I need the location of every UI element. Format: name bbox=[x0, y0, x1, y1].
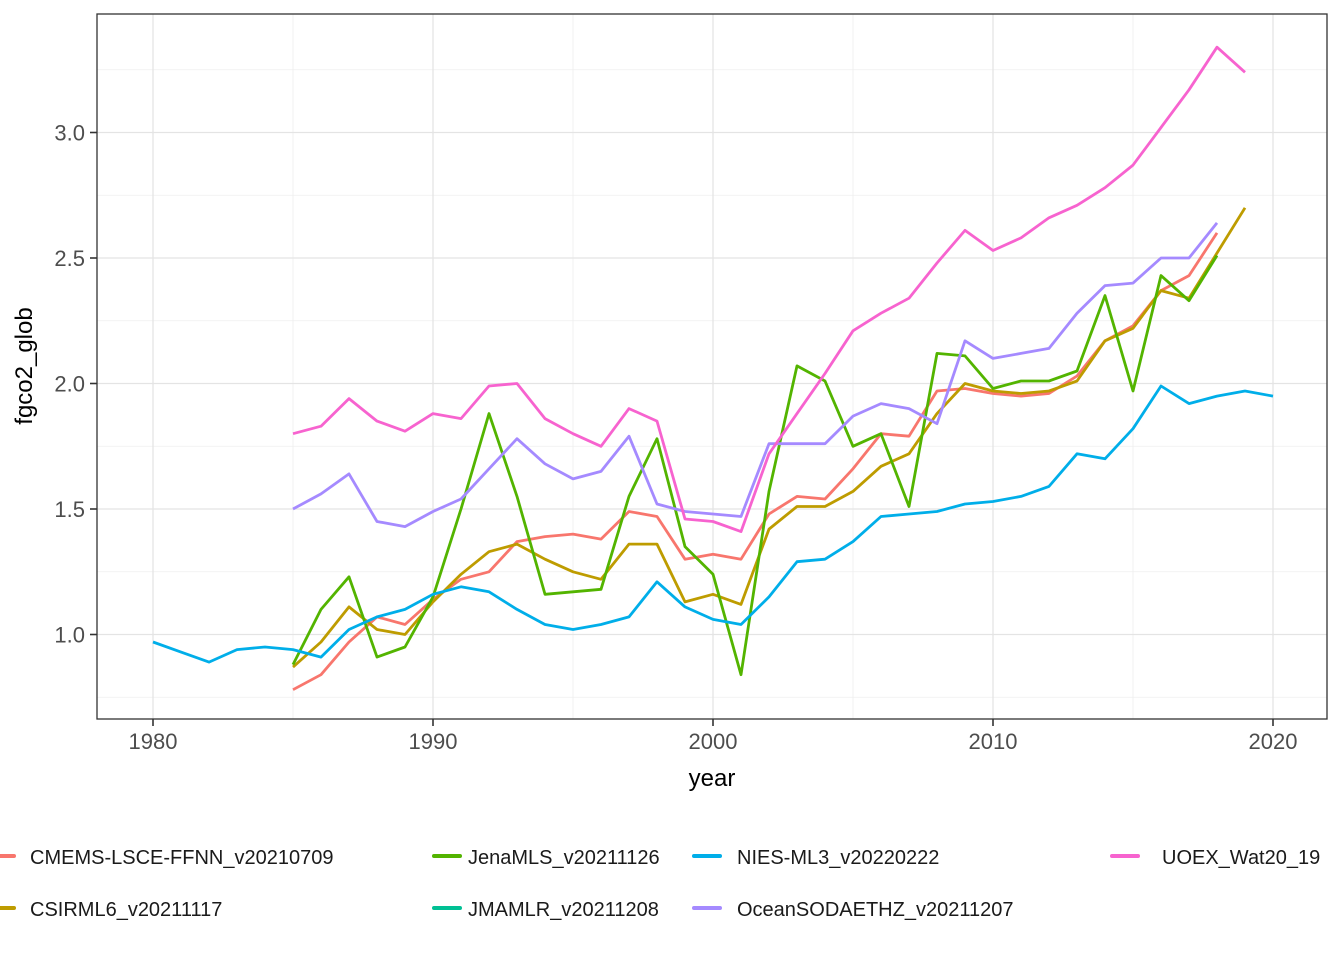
major-gridlines bbox=[97, 14, 1327, 719]
series-lines bbox=[152, 45, 1274, 691]
legend-key-CSIRML6_v20211117 bbox=[0, 906, 16, 910]
y-tick-label: 1.5 bbox=[54, 497, 85, 522]
legend-label-OceanSODAETHZ_v20211207: OceanSODAETHZ_v20211207 bbox=[737, 899, 1014, 921]
legend-label-CSIRML6_v20211117: CSIRML6_v20211117 bbox=[30, 899, 223, 921]
axis-tick-labels: 1980 1990 2000 2010 2020 1.0 1.5 2.0 2.5 3.0 bbox=[54, 121, 1297, 755]
series-line-CMEMS-LSCE-FFNN_v20210709 bbox=[292, 232, 1219, 691]
legend-label-UOEX_Wat20_19: UOEX_Wat20_19 bbox=[1162, 847, 1321, 869]
series-line-CSIRML6_v20211117 bbox=[292, 207, 1247, 669]
y-tick-label: 3.0 bbox=[54, 121, 85, 146]
x-tick-label: 2000 bbox=[689, 729, 738, 754]
y-tick-label: 1.0 bbox=[54, 623, 85, 648]
series-line-OceanSODAETHZ_v20211207 bbox=[292, 222, 1219, 528]
legend-key-UOEX_Wat20_19 bbox=[1110, 854, 1140, 858]
legend-label-JMAMLR_v20211208: JMAMLR_v20211208 bbox=[468, 899, 659, 921]
y-axis-title: fgco2_glob bbox=[11, 307, 38, 424]
panel-border bbox=[96, 13, 1328, 720]
legend-key-OceanSODAETHZ_v20211207 bbox=[692, 906, 722, 910]
x-tick-label: 1980 bbox=[129, 729, 178, 754]
x-tick-label: 2020 bbox=[1249, 729, 1298, 754]
legend-key-JMAMLR_v20211208 bbox=[432, 906, 462, 910]
fgco2-line-chart: 1980 1990 2000 2010 2020 1.0 1.5 2.0 2.5 3.0 year… bbox=[11, 13, 1328, 792]
y-tick-label: 2.0 bbox=[54, 372, 85, 397]
x-tick-label: 1990 bbox=[409, 729, 458, 754]
minor-gridlines bbox=[97, 14, 1327, 719]
x-tick-label: 2010 bbox=[969, 729, 1018, 754]
y-tick-label: 2.5 bbox=[54, 246, 85, 271]
legend-key-NIES-ML3_v20220222 bbox=[692, 854, 722, 858]
legend-label-JenaMLS_v20211126: JenaMLS_v20211126 bbox=[468, 847, 660, 869]
plot-canvas: 1980 1990 2000 2010 2020 1.0 1.5 2.0 2.5 3.0 year… bbox=[11, 13, 1328, 792]
series-line-JenaMLS_v20211126 bbox=[291, 254, 1219, 677]
legend-key-JenaMLS_v20211126 bbox=[432, 854, 462, 858]
axis-ticks bbox=[90, 131, 1274, 726]
x-axis-title: year bbox=[689, 765, 736, 792]
legend-label-NIES-ML3_v20220222: NIES-ML3_v20220222 bbox=[737, 847, 940, 869]
legend-key-CMEMS-LSCE-FFNN_v20210709 bbox=[0, 854, 16, 858]
series-line-UOEX_Wat20_19 bbox=[292, 45, 1246, 533]
legend-label-CMEMS-LSCE-FFNN_v20210709: CMEMS-LSCE-FFNN_v20210709 bbox=[30, 847, 334, 869]
series-line-NIES-ML3_v20220222 bbox=[152, 384, 1274, 664]
